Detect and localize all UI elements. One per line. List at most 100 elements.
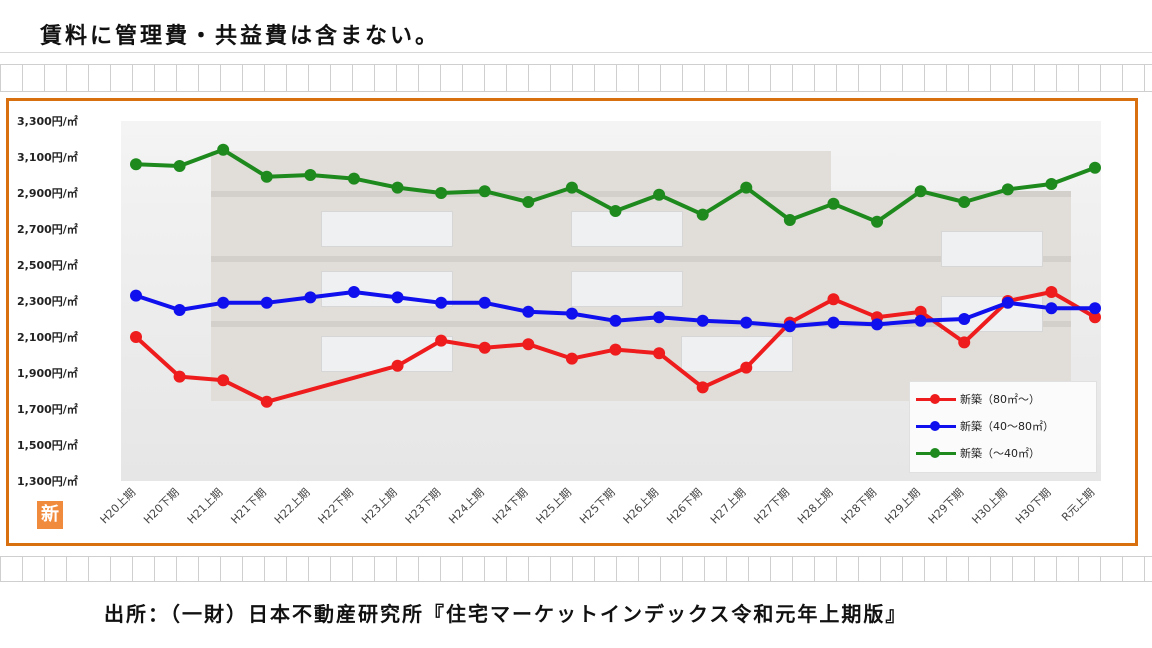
data-point [565, 352, 578, 365]
data-point [435, 334, 448, 347]
apartment-photo-background [121, 121, 1101, 481]
data-point [217, 374, 230, 387]
data-point [173, 160, 186, 172]
data-point [871, 215, 884, 228]
data-point [958, 313, 971, 325]
data-point [260, 395, 273, 408]
data-point [1089, 302, 1101, 315]
legend-item: 新築（80㎡～） [916, 390, 1040, 408]
data-point [565, 181, 578, 194]
data-point [958, 336, 971, 349]
y-tick-label: 2,700円/㎡ [17, 222, 78, 236]
y-tick-label: 3,100円/㎡ [17, 150, 78, 164]
x-tick-label: H25下期 [577, 486, 618, 527]
data-point [1089, 311, 1101, 324]
data-point [1045, 302, 1058, 315]
balcony-line [211, 191, 1071, 197]
data-point [609, 205, 622, 217]
window [681, 336, 793, 372]
data-point [304, 169, 317, 181]
x-tick-label: H20上期 [98, 486, 139, 527]
data-point [609, 343, 622, 356]
x-tick-label: H20下期 [141, 486, 182, 527]
data-point [130, 331, 142, 343]
data-point [565, 307, 578, 320]
chart-frame: 1,300円/㎡ 1,500円/㎡ 1,700円/㎡ 1,900円/㎡ 2,100円/㎡… [6, 98, 1138, 546]
data-point [696, 381, 709, 394]
data-point [1001, 183, 1014, 196]
y-tick-label: 2,500円/㎡ [17, 258, 78, 272]
data-point [653, 347, 666, 360]
data-point [217, 143, 230, 156]
y-tick-label: 3,300円/㎡ [17, 114, 78, 128]
data-point [783, 214, 796, 226]
data-point [478, 296, 491, 309]
grid-band-bottom [0, 556, 1152, 582]
data-point [478, 341, 491, 354]
data-point [347, 172, 360, 185]
chart-note: 賃料に管理費・共益費は含まない。 [40, 24, 441, 49]
data-point [130, 158, 142, 171]
data-point [260, 170, 273, 183]
legend-item: 新築（～40㎡） [916, 444, 1040, 462]
balcony-line [211, 321, 1071, 327]
data-point [391, 291, 404, 304]
data-point [173, 370, 186, 383]
x-tick-label: H26上期 [621, 486, 662, 527]
y-tick-label: 1,900円/㎡ [17, 366, 78, 380]
data-point [740, 361, 753, 374]
data-point [871, 318, 884, 331]
data-point [653, 311, 666, 324]
data-point [1045, 178, 1058, 190]
data-point [827, 197, 840, 210]
legend-label: 新築（～40㎡） [960, 447, 1040, 460]
line-chart: 1,300円/㎡ 1,500円/㎡ 1,700円/㎡ 1,900円/㎡ 2,100円/㎡… [17, 114, 1101, 527]
y-tick-label: 2,900円/㎡ [17, 186, 78, 200]
data-point [522, 305, 535, 318]
data-point [130, 289, 142, 302]
data-point [783, 320, 796, 333]
window [571, 211, 683, 247]
data-point [435, 296, 448, 309]
x-tick-label: H21上期 [185, 486, 226, 527]
data-point [522, 338, 535, 351]
legend-swatch [916, 393, 956, 404]
data-point [260, 296, 273, 309]
data-point [522, 196, 535, 208]
x-tick-label: H23下期 [403, 486, 444, 527]
data-point [914, 185, 927, 198]
y-tick-label: 1,300円/㎡ [17, 474, 78, 488]
data-point [827, 316, 840, 329]
x-tick-label: H25上期 [534, 486, 575, 527]
legend-label: 新築（80㎡～） [960, 393, 1040, 406]
x-tick-label: H28下期 [839, 486, 880, 527]
data-point [914, 314, 927, 327]
window [941, 231, 1043, 267]
x-tick-label: H30下期 [1013, 486, 1054, 527]
x-tick-label: H29上期 [882, 486, 923, 527]
window [321, 271, 453, 307]
window [321, 336, 453, 372]
legend-swatch [916, 420, 956, 431]
new-badge: 新 [37, 501, 63, 529]
divider-line [0, 52, 1152, 53]
y-tick-label: 2,300円/㎡ [17, 294, 78, 308]
data-point [217, 296, 230, 309]
data-point [958, 196, 971, 208]
data-point [1045, 286, 1058, 298]
x-tick-label: H30上期 [969, 486, 1010, 527]
data-point [391, 359, 404, 372]
x-tick-label: H28上期 [795, 486, 836, 527]
x-tick-label: H27下期 [751, 486, 792, 527]
x-tick-label: H23上期 [359, 486, 400, 527]
data-point [435, 187, 448, 199]
x-tick-label: H22上期 [272, 486, 313, 527]
data-point [478, 185, 491, 198]
x-tick-label: R元上期 [1059, 486, 1097, 524]
legend-item: 新築（40～80㎡） [916, 417, 1054, 435]
window [571, 271, 683, 307]
x-tick-label: H26下期 [664, 486, 705, 527]
x-tick-label: H24下期 [490, 486, 531, 527]
data-point [696, 314, 709, 327]
x-tick-label: H22下期 [316, 486, 357, 527]
